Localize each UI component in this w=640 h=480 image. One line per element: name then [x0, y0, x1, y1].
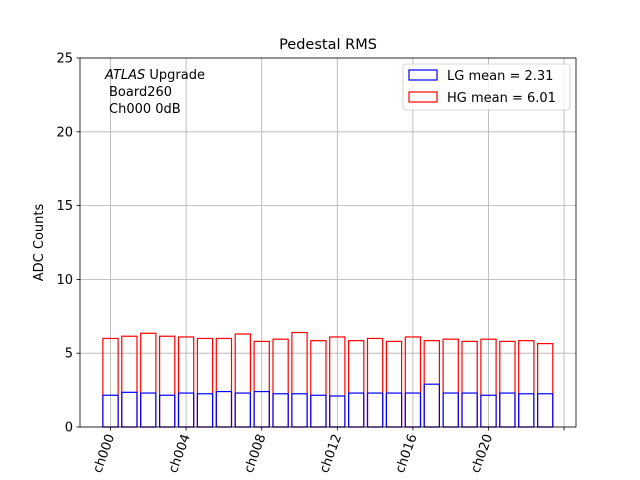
hg-bar-ch023 — [536, 343, 554, 428]
lg-bar-ch018 — [442, 392, 459, 428]
x-axis-ticks: ch000 ch004 ch008 ch012 ch016 ch020 — [90, 427, 565, 475]
lg-bar-ch001 — [121, 391, 138, 428]
y-axis-label: ADC Counts — [32, 204, 47, 282]
hg-bar-ch013 — [348, 340, 365, 428]
y-tick-label: 10 — [56, 273, 73, 288]
hg-bar-ch019 — [461, 340, 478, 428]
lg-bar-ch023 — [536, 393, 554, 428]
hg-bar-ch002 — [140, 332, 157, 428]
hg-bar-ch001 — [121, 335, 138, 428]
lg-bar-ch022 — [518, 393, 535, 428]
x-tick-label: ch012 — [317, 432, 345, 475]
annotation-experiment: ATLAS — [104, 68, 145, 83]
bars — [102, 331, 554, 428]
y-tick-label: 5 — [65, 347, 73, 362]
annotation-block: ATLAS Upgrade Board260 Ch000 0dB — [104, 68, 205, 117]
lg-bar-ch003 — [159, 394, 176, 428]
legend-entry-hg: HG mean = 6.01 — [447, 91, 556, 106]
lg-bar-ch021 — [499, 392, 516, 428]
hg-bar-ch003 — [159, 335, 176, 428]
plot-frame — [79, 57, 577, 428]
hg-bar-ch010 — [291, 331, 308, 428]
lg-bar-ch019 — [461, 392, 478, 428]
annotation-line2: Board260 — [109, 85, 172, 100]
lg-bar-ch010 — [291, 393, 308, 428]
legend-swatch-lg — [408, 69, 438, 81]
hg-bar-ch014 — [366, 337, 384, 428]
lg-bar-ch015 — [385, 392, 403, 428]
hg-bar-ch015 — [385, 340, 403, 428]
y-tick-label: 20 — [56, 125, 73, 140]
y-axis-ticks: 0 5 10 15 20 25 — [56, 52, 80, 436]
x-tick-label: ch000 — [90, 432, 118, 475]
hg-bar-ch022 — [518, 340, 535, 428]
chart-title: Pedestal RMS — [279, 37, 377, 53]
x-tick-label: ch004 — [166, 432, 194, 475]
legend-box — [402, 63, 571, 111]
hg-bar-ch005 — [196, 337, 214, 428]
x-tick-label: ch016 — [393, 432, 421, 475]
lg-bar-ch013 — [348, 392, 365, 428]
legend-entry-lg: LG mean = 2.31 — [447, 69, 553, 84]
lg-bar-ch014 — [366, 392, 384, 428]
lg-bar-ch007 — [234, 392, 251, 428]
hg-bar-ch007 — [234, 333, 251, 428]
lg-bar-ch017 — [423, 383, 441, 428]
hg-bar-ch018 — [442, 338, 459, 428]
hg-bar-ch021 — [499, 340, 516, 428]
lg-bar-ch002 — [140, 392, 157, 428]
hg-bar-ch009 — [272, 338, 289, 428]
lg-bar-ch011 — [310, 394, 327, 428]
x-tick-label: ch008 — [242, 432, 270, 475]
y-tick-label: 15 — [56, 199, 73, 214]
hg-bar-ch011 — [310, 340, 327, 428]
y-tick-label: 0 — [65, 421, 73, 436]
lg-bar-ch005 — [196, 393, 214, 428]
annotation-line1: ATLAS Upgrade — [104, 68, 205, 83]
annotation-line3: Ch000 0dB — [109, 102, 181, 117]
legend-swatch-hg — [408, 91, 438, 103]
y-tick-label: 25 — [56, 52, 73, 67]
x-tick-label: ch020 — [468, 432, 496, 475]
hg-bar-ch006 — [215, 337, 233, 428]
legend: LG mean = 2.31 HG mean = 6.01 — [402, 63, 571, 111]
annotation-experiment-suffix: Upgrade — [145, 68, 205, 83]
lg-bar-ch006 — [215, 390, 233, 428]
lg-bar-ch009 — [272, 393, 289, 428]
